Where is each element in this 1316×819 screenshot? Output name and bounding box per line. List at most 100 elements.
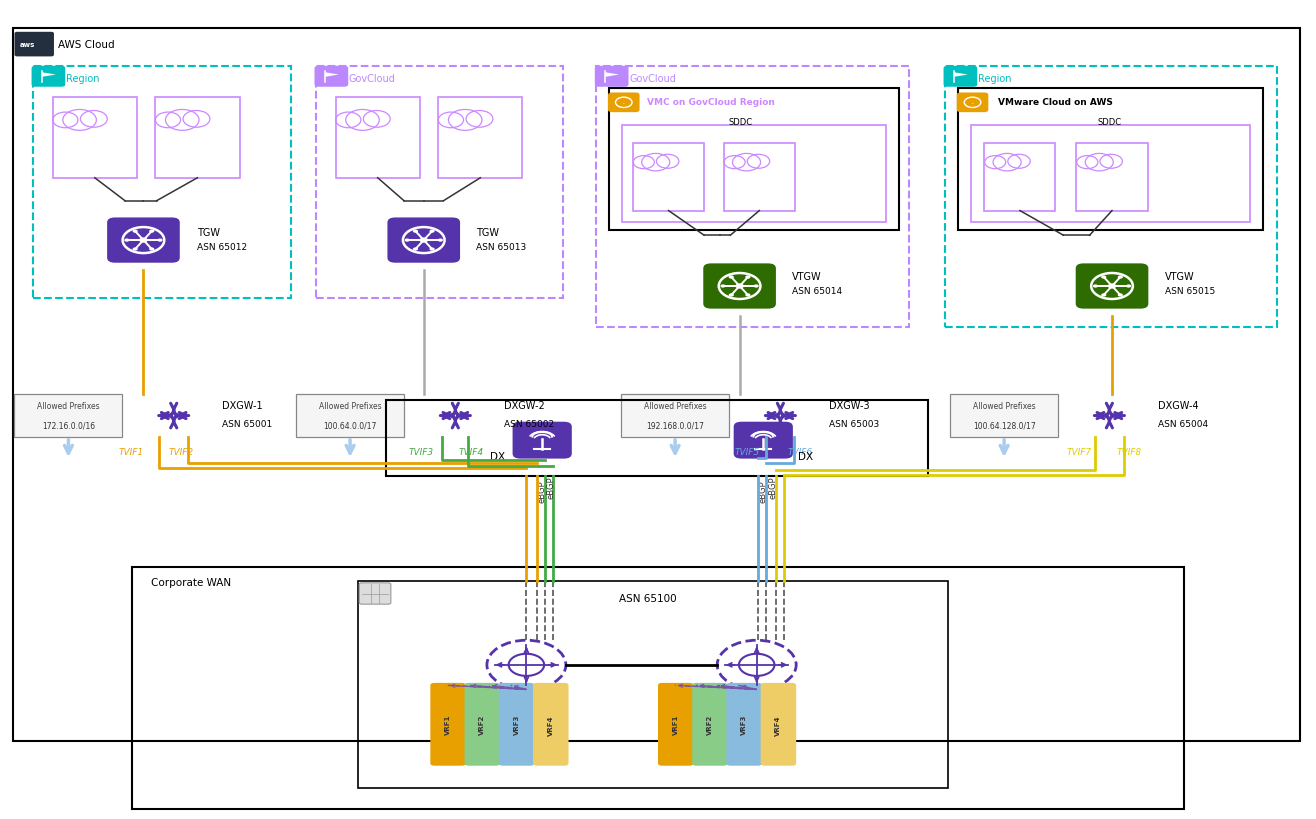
FancyBboxPatch shape: [1075, 264, 1149, 310]
Text: V: V: [622, 102, 625, 104]
FancyBboxPatch shape: [703, 264, 776, 310]
Bar: [622, 126, 886, 223]
Circle shape: [1101, 294, 1107, 297]
Circle shape: [736, 284, 744, 289]
Text: ASN 65013: ASN 65013: [476, 243, 526, 251]
Circle shape: [1117, 276, 1123, 279]
FancyBboxPatch shape: [359, 583, 391, 604]
Bar: [971, 126, 1250, 223]
Circle shape: [124, 239, 129, 242]
Text: DX: DX: [490, 451, 505, 461]
Text: Allowed Prefixes: Allowed Prefixes: [644, 402, 707, 411]
FancyBboxPatch shape: [315, 66, 349, 88]
Text: DXGW-4: DXGW-4: [1158, 400, 1199, 410]
Text: Allowed Prefixes: Allowed Prefixes: [37, 402, 100, 411]
Bar: [155, 98, 240, 179]
Text: 172.16.0.0/16: 172.16.0.0/16: [42, 421, 95, 430]
Polygon shape: [42, 73, 55, 78]
Text: ASN 65002: ASN 65002: [504, 420, 554, 428]
Circle shape: [729, 294, 734, 297]
Text: DXGW-3: DXGW-3: [829, 400, 870, 410]
Text: ASN 65012: ASN 65012: [197, 243, 247, 251]
FancyBboxPatch shape: [465, 683, 500, 766]
Bar: [316, 67, 563, 299]
Text: TGW: TGW: [197, 228, 220, 238]
Text: DXGW-1: DXGW-1: [222, 400, 263, 410]
Text: ASN 65014: ASN 65014: [792, 287, 842, 296]
Text: VRF4: VRF4: [547, 714, 554, 735]
FancyBboxPatch shape: [595, 66, 629, 88]
Bar: [33, 67, 291, 299]
Text: eBGP: eBGP: [538, 480, 546, 503]
FancyBboxPatch shape: [957, 93, 988, 113]
Circle shape: [745, 276, 750, 279]
Bar: [958, 89, 1263, 231]
Bar: [438, 98, 522, 179]
Circle shape: [1092, 285, 1098, 288]
Text: VRF1: VRF1: [672, 714, 679, 735]
Text: VRF2: VRF2: [479, 714, 486, 735]
Text: TVIF2: TVIF2: [168, 448, 195, 456]
Text: ASN 65001: ASN 65001: [222, 420, 272, 428]
Bar: [621, 395, 729, 437]
Bar: [358, 581, 948, 788]
Bar: [950, 395, 1058, 437]
Text: GovCloud: GovCloud: [629, 74, 676, 84]
Circle shape: [420, 238, 428, 243]
Text: VMware Cloud on AWS: VMware Cloud on AWS: [998, 98, 1112, 106]
Bar: [945, 67, 1277, 328]
Text: VRF3: VRF3: [741, 714, 747, 735]
Text: TVIF5: TVIF5: [734, 448, 761, 456]
Text: AWS Cloud: AWS Cloud: [58, 40, 114, 50]
Circle shape: [413, 230, 418, 233]
Circle shape: [754, 285, 759, 288]
Circle shape: [413, 248, 418, 251]
Circle shape: [404, 239, 409, 242]
FancyBboxPatch shape: [387, 218, 461, 264]
Bar: [53, 98, 137, 179]
Circle shape: [429, 248, 434, 251]
Text: V: V: [971, 102, 974, 104]
Bar: [724, 144, 795, 211]
Text: 100.64.128.0/17: 100.64.128.0/17: [973, 421, 1036, 430]
Text: ASN 65015: ASN 65015: [1165, 287, 1215, 296]
FancyBboxPatch shape: [608, 93, 640, 113]
FancyBboxPatch shape: [726, 683, 762, 766]
Circle shape: [1117, 294, 1123, 297]
Text: 192.168.0.0/17: 192.168.0.0/17: [646, 421, 704, 430]
Bar: [13, 29, 1300, 741]
Text: Allowed Prefixes: Allowed Prefixes: [973, 402, 1036, 411]
Polygon shape: [325, 73, 338, 78]
Text: eBGP: eBGP: [759, 480, 767, 503]
Text: VRF2: VRF2: [707, 714, 713, 735]
Text: aws: aws: [20, 42, 36, 48]
Text: TGW: TGW: [476, 228, 499, 238]
Circle shape: [720, 285, 725, 288]
Bar: [132, 568, 1184, 809]
FancyBboxPatch shape: [761, 683, 796, 766]
FancyBboxPatch shape: [513, 423, 571, 459]
FancyBboxPatch shape: [944, 66, 978, 88]
Circle shape: [133, 230, 138, 233]
FancyBboxPatch shape: [107, 218, 180, 264]
Text: Corporate WAN: Corporate WAN: [151, 577, 232, 587]
Text: eBGP: eBGP: [546, 476, 555, 499]
Text: ASN 65004: ASN 65004: [1158, 420, 1208, 428]
Circle shape: [745, 294, 750, 297]
Circle shape: [1126, 285, 1132, 288]
FancyBboxPatch shape: [32, 66, 66, 88]
Text: TVIF7: TVIF7: [1066, 448, 1092, 456]
Text: eBGP: eBGP: [769, 476, 778, 499]
Text: TVIF6: TVIF6: [787, 448, 813, 456]
Polygon shape: [954, 73, 967, 78]
Circle shape: [133, 248, 138, 251]
Circle shape: [149, 230, 154, 233]
FancyBboxPatch shape: [658, 683, 694, 766]
Text: TVIF8: TVIF8: [1116, 448, 1142, 456]
Text: VTGW: VTGW: [1165, 272, 1195, 282]
Text: TVIF1: TVIF1: [118, 448, 145, 456]
Circle shape: [429, 230, 434, 233]
Text: TVIF3: TVIF3: [408, 448, 434, 456]
FancyBboxPatch shape: [430, 683, 466, 766]
Bar: [596, 67, 909, 328]
